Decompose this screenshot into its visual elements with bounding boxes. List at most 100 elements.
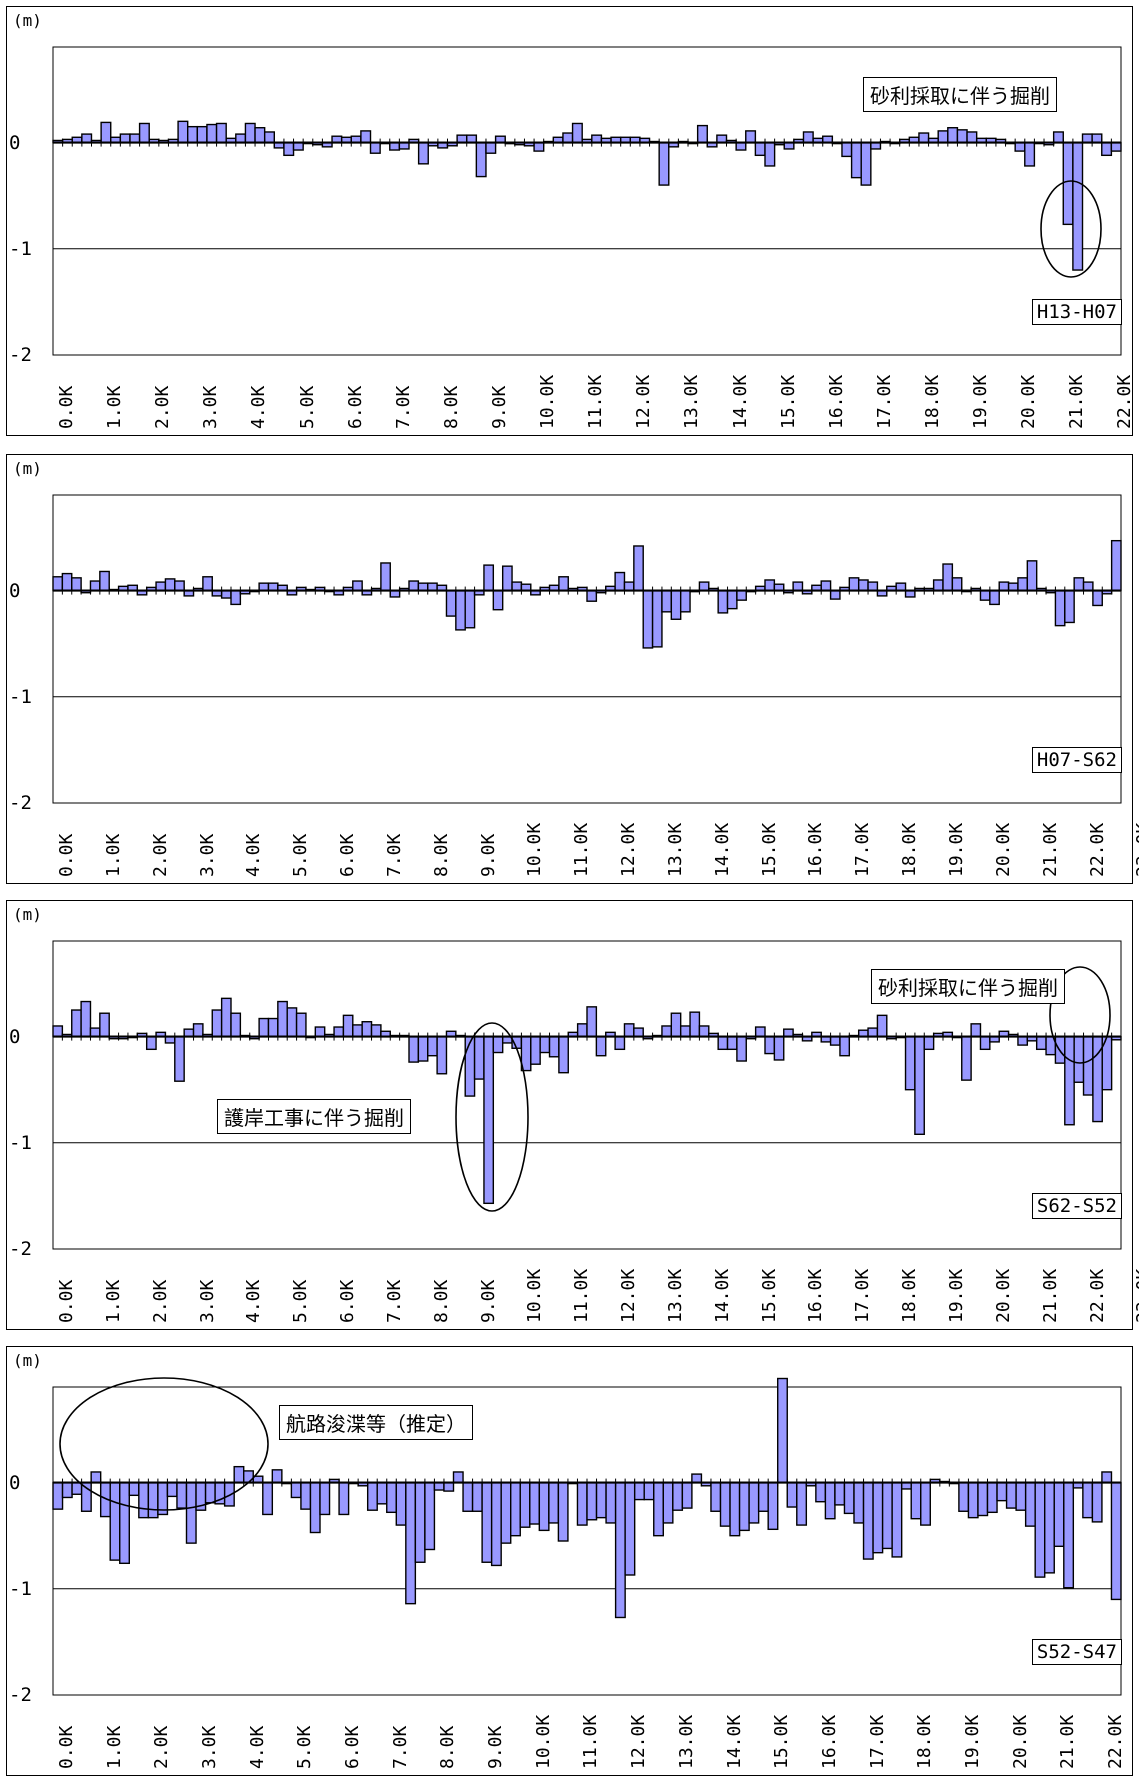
bar: [670, 1012, 682, 1038]
bar: [417, 1035, 429, 1062]
x-tick-label: 21.0K: [1057, 1714, 1079, 1769]
x-tick-label: 18.0K: [899, 822, 921, 877]
bar: [211, 1009, 223, 1038]
annotation-ellipse: [455, 1022, 529, 1212]
annotation-ellipse: [59, 1377, 269, 1511]
y-tick-label: -2: [9, 344, 32, 366]
bar: [843, 1481, 855, 1515]
bar: [333, 1026, 345, 1038]
bar: [80, 1481, 92, 1512]
x-tick-label: 11.0K: [585, 374, 607, 429]
bar: [220, 589, 232, 599]
annotation-label: 航路浚渫等（推定）: [279, 1405, 473, 1440]
y-tick-label: -1: [9, 685, 32, 708]
bar: [466, 134, 478, 144]
bar: [71, 1481, 83, 1495]
bar: [1017, 577, 1029, 592]
bar: [309, 1481, 321, 1534]
bar: [258, 582, 270, 592]
bar: [910, 1481, 922, 1520]
bar: [904, 1035, 916, 1091]
bar: [427, 1035, 438, 1057]
bar: [824, 1481, 836, 1520]
bar: [119, 133, 131, 144]
bar: [342, 1014, 354, 1038]
bar: [923, 1035, 935, 1051]
x-tick-label: 4.0K: [243, 1279, 265, 1323]
x-tick-label: 5.0K: [294, 1725, 316, 1769]
bar: [966, 131, 978, 144]
x-tick-label: 0.0K: [56, 385, 77, 429]
bar: [539, 1035, 551, 1054]
bar: [970, 1023, 982, 1038]
bar: [710, 1481, 722, 1512]
bar: [986, 1481, 998, 1514]
bar: [796, 1481, 808, 1526]
bar: [81, 133, 93, 144]
bar: [716, 134, 728, 144]
x-tick-label: 10.0K: [524, 1268, 546, 1323]
bar: [1091, 133, 1103, 144]
bar: [736, 589, 747, 601]
bar: [369, 141, 381, 154]
x-tick-label: 20.0K: [1009, 1714, 1031, 1769]
bar: [698, 1025, 710, 1038]
bar: [99, 1012, 110, 1038]
plot-frame: [52, 494, 1122, 804]
bar: [679, 1025, 691, 1038]
bar: [1053, 1481, 1065, 1548]
bar: [80, 1000, 92, 1038]
bar: [1044, 1481, 1055, 1574]
bar: [183, 1028, 195, 1038]
x-tick-label: 7.0K: [389, 1725, 411, 1769]
bar: [338, 1481, 350, 1516]
bar: [754, 1026, 766, 1038]
bar: [764, 141, 776, 167]
bar: [989, 589, 1000, 606]
bar: [932, 579, 944, 592]
bar: [138, 122, 150, 144]
bar: [651, 589, 663, 648]
bar: [492, 589, 504, 611]
bar: [1082, 1035, 1094, 1096]
bar: [109, 1481, 121, 1561]
bar: [558, 576, 569, 592]
bar: [557, 1481, 569, 1542]
bar: [1091, 1481, 1103, 1523]
bar: [576, 1481, 588, 1526]
bar: [661, 589, 673, 613]
y-tick-label: -1: [9, 1577, 32, 1600]
bar: [1062, 141, 1074, 226]
bar: [1064, 589, 1075, 624]
bar: [717, 589, 729, 614]
bar: [452, 1471, 464, 1484]
bar: [853, 1481, 865, 1524]
bar: [633, 1481, 645, 1501]
bar: [206, 123, 218, 144]
bar: [586, 589, 598, 602]
bar: [185, 1481, 197, 1544]
y-unit-label: (m): [13, 1351, 42, 1370]
bar: [614, 1035, 626, 1051]
bar: [792, 581, 804, 592]
bar: [802, 131, 814, 144]
bar: [445, 589, 457, 617]
bar: [138, 1481, 150, 1519]
bar: [614, 1481, 626, 1619]
bar: [386, 1481, 397, 1514]
x-tick-label: 13.0K: [664, 822, 686, 877]
bar: [52, 1481, 64, 1510]
chart-svg: [52, 1377, 1122, 1696]
x-tick-label: 5.0K: [290, 833, 312, 877]
bar: [483, 564, 495, 592]
bar: [623, 1023, 635, 1038]
bar: [177, 120, 189, 144]
x-tick-label: 20.0K: [1018, 374, 1040, 429]
bar: [595, 1481, 607, 1519]
x-tick-label: 14.0K: [711, 1268, 733, 1323]
bar: [89, 580, 101, 592]
x-tick-label: 17.0K: [852, 1268, 874, 1323]
y-unit-label: (m): [13, 459, 42, 478]
x-tick-label: 19.0K: [946, 822, 967, 877]
annotation-ellipse: [1040, 180, 1102, 278]
